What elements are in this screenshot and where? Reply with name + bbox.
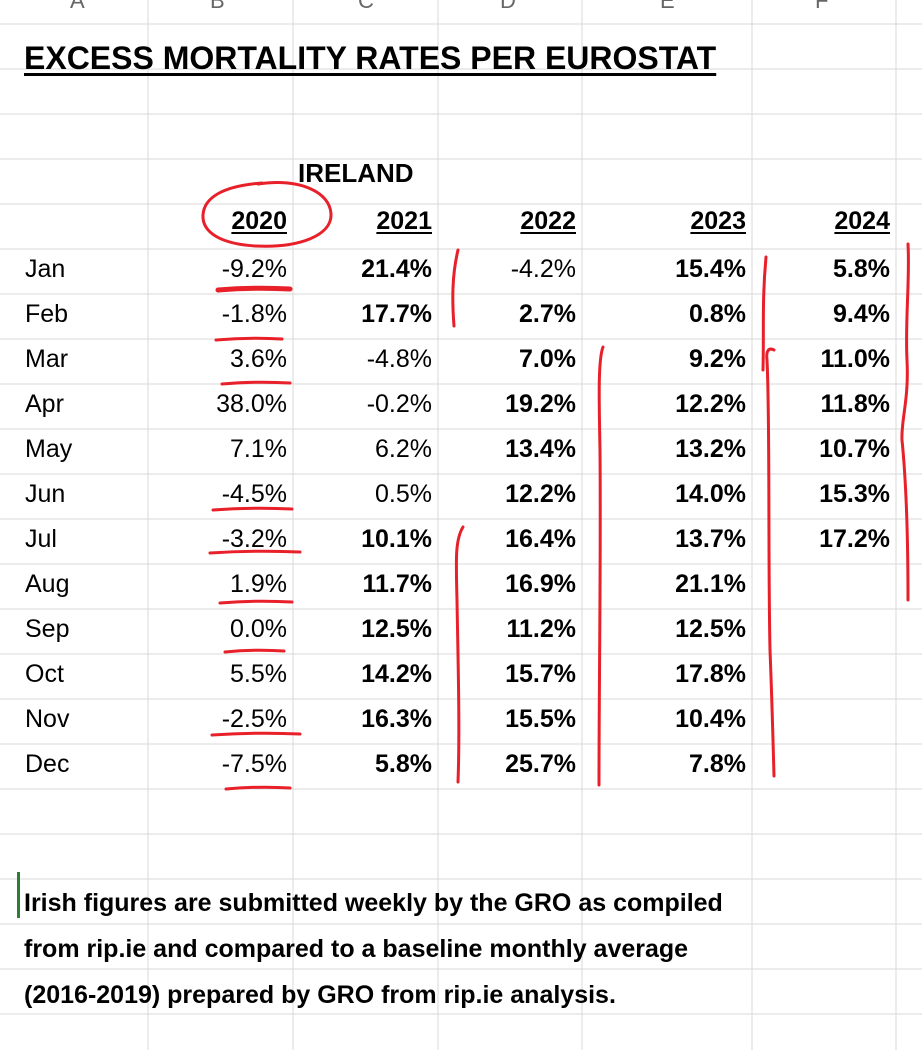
value-cell-2022-apr[interactable]: 19.2%: [505, 390, 576, 418]
value-cell-2021-aug[interactable]: 11.7%: [362, 570, 432, 598]
value-cell-2021-feb[interactable]: 17.7%: [361, 300, 432, 328]
cell-cursor: [17, 872, 20, 918]
value-cell-2022-mar[interactable]: 7.0%: [519, 345, 576, 373]
value-cell-2020-nov[interactable]: -2.5%: [221, 705, 287, 733]
month-label-feb[interactable]: Feb: [25, 300, 69, 328]
value-cell-2021-oct[interactable]: 14.2%: [361, 660, 432, 688]
year-header-2022[interactable]: 2022: [520, 207, 576, 235]
month-label-jan[interactable]: Jan: [25, 255, 66, 283]
month-label-jul[interactable]: Jul: [25, 525, 57, 553]
year-header-2024[interactable]: 2024: [834, 207, 890, 235]
month-label-jun[interactable]: Jun: [25, 480, 66, 508]
value-cell-2022-jun[interactable]: 12.2%: [505, 480, 576, 508]
value-cell-2020-apr[interactable]: 38.0%: [216, 390, 287, 418]
month-label-nov[interactable]: Nov: [25, 705, 70, 733]
value-cell-2024-feb[interactable]: 9.4%: [833, 300, 890, 328]
year-header-2020[interactable]: 2020: [231, 207, 287, 235]
value-cell-2022-may[interactable]: 13.4%: [505, 435, 576, 463]
value-cell-2022-oct[interactable]: 15.7%: [505, 660, 576, 688]
note-text[interactable]: Irish figures are submitted weekly by th…: [24, 889, 723, 1009]
value-cell-2020-oct[interactable]: 5.5%: [230, 660, 287, 688]
value-cell-2022-sep[interactable]: 11.2%: [506, 615, 576, 643]
value-cell-2021-may[interactable]: 6.2%: [375, 435, 432, 463]
value-cell-2023-mar[interactable]: 9.2%: [689, 345, 746, 373]
value-cell-2023-feb[interactable]: 0.8%: [689, 300, 746, 328]
value-cell-2022-feb[interactable]: 2.7%: [519, 300, 576, 328]
value-cell-2021-dec[interactable]: 5.8%: [375, 750, 432, 778]
value-cell-2020-feb[interactable]: -1.8%: [221, 300, 287, 328]
value-cell-2024-mar[interactable]: 11.0%: [820, 345, 890, 373]
value-cell-2023-apr[interactable]: 12.2%: [675, 390, 746, 418]
value-cell-2023-sep[interactable]: 12.5%: [675, 615, 746, 643]
value-cell-2024-jan[interactable]: 5.8%: [833, 255, 890, 283]
column-header-a[interactable]: A: [70, 0, 85, 13]
value-cell-2021-nov[interactable]: 16.3%: [361, 705, 432, 733]
value-cell-2024-jun[interactable]: 15.3%: [819, 480, 890, 508]
value-cell-2021-apr[interactable]: -0.2%: [366, 390, 432, 418]
value-cell-2020-dec[interactable]: -7.5%: [221, 750, 287, 778]
value-cell-2023-jul[interactable]: 13.7%: [675, 525, 746, 553]
month-label-apr[interactable]: Apr: [25, 390, 64, 418]
value-cell-2024-may[interactable]: 10.7%: [819, 435, 890, 463]
value-cell-2020-jun[interactable]: -4.5%: [221, 480, 287, 508]
value-cell-2023-dec[interactable]: 7.8%: [689, 750, 746, 778]
value-cell-2020-may[interactable]: 7.1%: [230, 435, 287, 463]
country-label[interactable]: IRELAND: [298, 158, 414, 188]
value-cell-2021-jul[interactable]: 10.1%: [361, 525, 432, 553]
value-cell-2021-sep[interactable]: 12.5%: [361, 615, 432, 643]
value-cell-2020-aug[interactable]: 1.9%: [230, 570, 287, 598]
column-header-b[interactable]: B: [210, 0, 225, 13]
column-header-e[interactable]: E: [660, 0, 675, 13]
month-label-mar[interactable]: Mar: [25, 345, 69, 373]
year-header-2021[interactable]: 2021: [376, 207, 432, 235]
value-cell-2023-jan[interactable]: 15.4%: [675, 255, 746, 283]
value-cell-2021-jan[interactable]: 21.4%: [361, 255, 432, 283]
value-cell-2022-dec[interactable]: 25.7%: [505, 750, 576, 778]
value-cell-2023-jun[interactable]: 14.0%: [675, 480, 746, 508]
month-label-may[interactable]: May: [25, 435, 73, 463]
value-cell-2022-jul[interactable]: 16.4%: [505, 525, 576, 553]
year-header-2023[interactable]: 2023: [690, 207, 746, 235]
value-cell-2020-sep[interactable]: 0.0%: [230, 615, 287, 643]
value-cell-2020-jan[interactable]: -9.2%: [221, 255, 287, 283]
value-cell-2024-jul[interactable]: 17.2%: [819, 525, 890, 553]
month-label-dec[interactable]: Dec: [25, 750, 70, 778]
value-cell-2023-nov[interactable]: 10.4%: [675, 705, 746, 733]
column-header-c[interactable]: C: [358, 0, 374, 13]
value-cell-2023-may[interactable]: 13.2%: [675, 435, 746, 463]
month-label-aug[interactable]: Aug: [25, 570, 70, 598]
value-cell-2022-aug[interactable]: 16.9%: [505, 570, 576, 598]
value-cell-2021-mar[interactable]: -4.8%: [366, 345, 432, 373]
value-cell-2024-apr[interactable]: 11.8%: [820, 390, 890, 418]
value-cell-2022-jan[interactable]: -4.2%: [510, 255, 576, 283]
value-cell-2020-jul[interactable]: -3.2%: [221, 525, 287, 553]
value-cell-2022-nov[interactable]: 15.5%: [505, 705, 576, 733]
month-label-oct[interactable]: Oct: [25, 660, 64, 688]
sheet-title[interactable]: EXCESS MORTALITY RATES PER EUROSTAT: [24, 40, 717, 76]
value-cell-2023-oct[interactable]: 17.8%: [675, 660, 746, 688]
value-cell-2021-jun[interactable]: 0.5%: [375, 480, 432, 508]
value-cell-2023-aug[interactable]: 21.1%: [675, 570, 746, 598]
value-cell-2020-mar[interactable]: 3.6%: [230, 345, 287, 373]
column-header-f[interactable]: F: [815, 0, 829, 13]
month-label-sep[interactable]: Sep: [25, 615, 70, 643]
column-header-d[interactable]: D: [500, 0, 516, 13]
